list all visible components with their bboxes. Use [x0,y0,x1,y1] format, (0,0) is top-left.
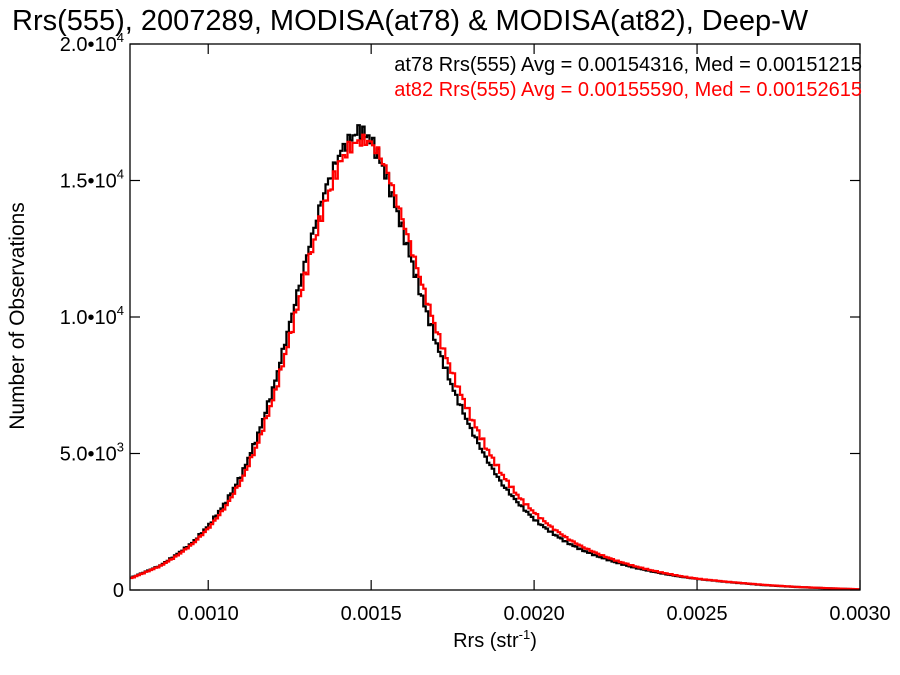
x-tick-label: 0.0030 [829,603,890,625]
plot-frame [129,43,861,591]
x-tick-label: 0.0010 [178,603,239,625]
series-at82-line [130,133,860,591]
annotation-at78: at78 Rrs(555) Avg = 0.00154316, Med = 0.… [394,54,862,76]
y-tick-label: 5.0•103 [60,440,124,466]
x-tick-label: 0.0020 [504,603,565,625]
chart-title: Rrs(555), 2007289, MODISA(at78) & MODISA… [12,5,809,37]
y-tick-label: 2.0•104 [60,30,124,56]
series-layer [130,124,860,591]
x-tick-label: 0.0015 [341,603,402,625]
y-tick-label: 0 [113,580,124,602]
y-tick-label: 1.0•104 [60,303,124,329]
x-tick-label: 0.0025 [666,603,727,625]
y-axis-label: Number of Observations [6,202,29,430]
x-axis-label: Rrs (str-1) [453,627,537,652]
y-tick-label: 1.5•104 [60,167,124,193]
annotation-at82: at82 Rrs(555) Avg = 0.00155590, Med = 0.… [394,79,862,101]
series-at78-line [130,124,860,591]
ticks-layer: 0.0010 0.0015 0.0020 0.0025 0.0030 0 5.0•103 1.… [60,30,891,625]
